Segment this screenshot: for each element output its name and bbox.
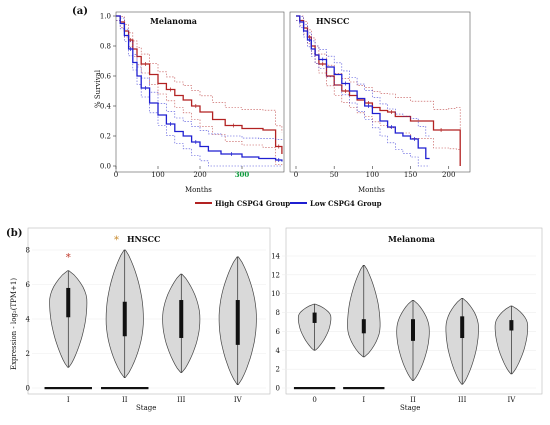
km-melanoma-ytick-label: 0.8: [100, 43, 111, 51]
violin-hnscc-significance-marker: *: [66, 253, 71, 264]
km-melanoma-survival-curve-0: [116, 15, 283, 154]
violin-hnscc-title: HNSCC: [127, 234, 160, 244]
km-melanoma-xtick-label: 0: [114, 171, 118, 179]
km-hnscc-ci-lower-0: [296, 20, 461, 166]
violin-plot-hnscc: HNSCC * Stage Expression - log₂(TPM+1) 0…: [10, 227, 271, 412]
panel-b-label: (b): [6, 228, 22, 239]
km-melanoma-ytick-label: 0.4: [100, 103, 112, 111]
km-hnscc-xtick-label: 50: [330, 171, 339, 179]
violin-melanoma-xtick-label: II: [410, 396, 416, 404]
legend-label-high: High CSPG4 Group: [215, 199, 290, 208]
violin-melanoma-xtick-label: IV: [507, 396, 516, 404]
km-melanoma-xtick-label: 200: [193, 171, 206, 179]
violin-hnscc-iqr-box-I: [66, 287, 71, 318]
violin-melanoma-xtick-label: I: [362, 396, 365, 404]
violin-melanoma-zero-bar-0: [293, 387, 336, 390]
violin-hnscc-ylabel: Expression - log₂(TPM+1): [10, 278, 18, 370]
violin-hnscc-iqr-box-III: [179, 300, 184, 338]
km-melanoma-xlabel: Months: [185, 186, 212, 194]
violin-hnscc-zero-bar-I: [44, 387, 92, 390]
km-hnscc-ci-upper-0: [296, 15, 461, 143]
violin-hnscc-title-marker: *: [114, 235, 119, 246]
violin-hnscc-zero-bar-II: [101, 387, 149, 390]
km-plot-melanoma: Melanoma Months % Survival 0 100 200 300 0.0…: [94, 11, 285, 194]
violin-hnscc-iqr-box-II: [122, 301, 127, 337]
violin-melanoma-title: Melanoma: [388, 234, 435, 244]
violin-melanoma-xtick-label: 0: [312, 396, 316, 404]
violin-melanoma-ytick-label: 0: [276, 385, 280, 393]
violin-hnscc-ytick-label: 2: [26, 350, 30, 358]
violin-melanoma-iqr-box-I: [361, 319, 366, 334]
km-hnscc-xlabel: Months: [358, 186, 385, 194]
km-melanoma-ytick-label: 0.0: [100, 163, 111, 171]
km-melanoma-xtick-label: 300: [235, 170, 250, 179]
km-hnscc-ci-upper-1: [296, 15, 430, 137]
violin-hnscc-iqr-box-IV: [235, 300, 240, 345]
km-melanoma-title: Melanoma: [150, 16, 197, 26]
violin-melanoma-zero-bar-I: [343, 387, 385, 390]
km-melanoma-ytick-label: 0.6: [100, 73, 112, 81]
km-melanoma-ytick-label: 1.0: [100, 13, 111, 21]
km-melanoma-survival-curve-1: [116, 15, 283, 162]
violin-melanoma-ytick-label: 6: [276, 328, 281, 336]
km-plot-hnscc: HNSCC Months 0 50 100 150 200: [289, 11, 471, 194]
violin-hnscc-ytick-label: 4: [26, 316, 31, 324]
km-hnscc-xtick-label: 0: [294, 171, 298, 179]
km-melanoma-ytick-label: 0.2: [100, 133, 111, 141]
violin-hnscc-xtick-label: IV: [234, 396, 243, 404]
km-melanoma-xtick-label: 100: [151, 171, 164, 179]
violin-hnscc-ytick-label: 6: [26, 281, 31, 289]
violin-melanoma-ytick-label: 4: [276, 347, 281, 355]
violin-hnscc-xtick-label: III: [177, 396, 186, 404]
violin-melanoma-ytick-label: 12: [271, 271, 280, 279]
violin-hnscc-xlabel: Stage: [136, 404, 156, 412]
violin-melanoma-ytick-label: 10: [271, 290, 280, 298]
violin-hnscc-ytick-label: 8: [26, 247, 30, 255]
violin-melanoma-xlabel: Stage: [400, 404, 420, 412]
km-hnscc-frame: [289, 11, 471, 173]
violin-melanoma-iqr-box-0: [312, 312, 317, 323]
legend: High CSPG4 Group Low CSPG4 Group: [195, 199, 382, 208]
km-hnscc-ci-lower-1: [296, 20, 430, 167]
km-melanoma-ci-upper-1: [116, 15, 283, 140]
violin-melanoma-ytick-label: 2: [276, 366, 280, 374]
legend-label-low: Low CSPG4 Group: [310, 199, 382, 208]
violin-hnscc-ytick-label: 0: [26, 385, 30, 393]
violin-melanoma-iqr-box-III: [460, 316, 465, 339]
km-melanoma-ci-lower-0: [116, 20, 283, 166]
violin-melanoma-iqr-box-IV: [509, 320, 514, 331]
violin-melanoma-ytick-label: 14: [271, 253, 280, 261]
km-hnscc-xtick-label: 100: [366, 171, 379, 179]
km-hnscc-xtick-label: 150: [404, 171, 417, 179]
km-melanoma-ci-lower-1: [116, 20, 282, 167]
panel-a-label: (a): [72, 6, 88, 17]
violin-melanoma-ytick-label: 8: [276, 309, 280, 317]
violin-melanoma-iqr-box-II: [411, 319, 415, 341]
km-hnscc-title: HNSCC: [316, 16, 349, 26]
violin-hnscc-xtick-label: II: [122, 396, 128, 404]
km-hnscc-xtick-label: 200: [442, 171, 455, 179]
violin-melanoma-xtick-label: III: [458, 396, 467, 404]
km-melanoma-ylabel: % Survival: [94, 69, 102, 108]
km-melanoma-ci-upper-0: [116, 15, 283, 133]
km-hnscc-survival-curve-1: [296, 15, 430, 160]
violin-hnscc-xtick-label: I: [67, 396, 70, 404]
km-melanoma-frame: [115, 11, 285, 173]
